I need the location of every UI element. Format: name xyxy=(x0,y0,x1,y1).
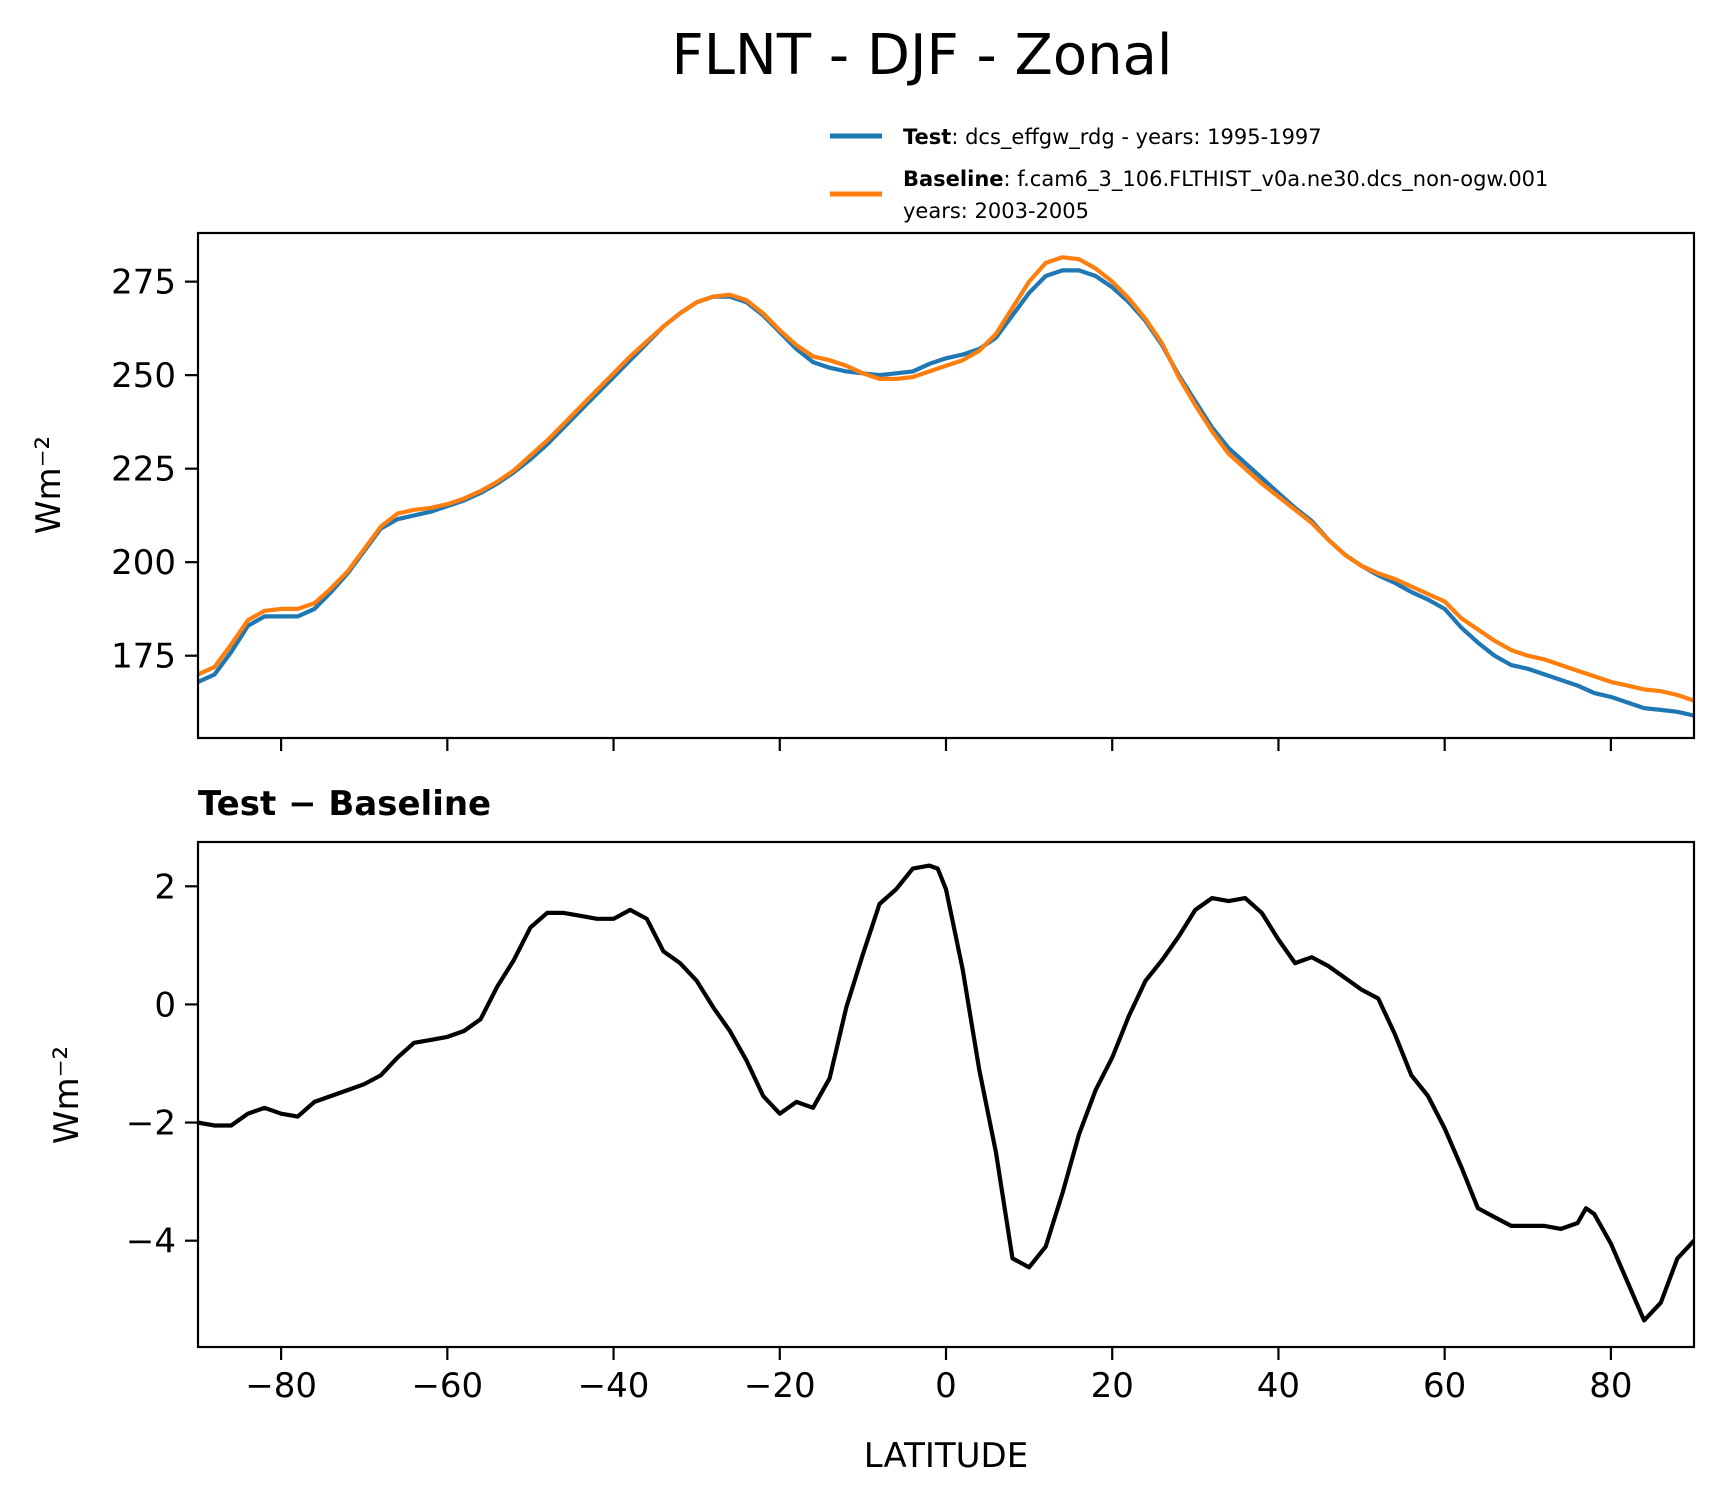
legend-test-text: : dcs_effgw_rdg - years: 1995-1997 xyxy=(951,125,1321,150)
bottom-x-tick-label: 40 xyxy=(1257,1366,1300,1406)
bottom-x-tick-label: 60 xyxy=(1423,1366,1466,1406)
legend-baseline-text: : f.cam6_3_106.FLTHIST_v0a.ne30.dcs_non-… xyxy=(1004,167,1549,192)
bottom-y-axis-label: Wm⁻² xyxy=(47,1046,87,1144)
bottom-x-tick-label: −60 xyxy=(411,1366,483,1406)
bottom-y-ticks: −4 −2 0 2 xyxy=(126,867,198,1262)
bottom-y-tick-label: 0 xyxy=(154,985,176,1025)
bottom-panel-title: Test − Baseline xyxy=(198,784,491,824)
top-series-baseline-line xyxy=(198,255,1694,703)
top-series-test-line xyxy=(198,268,1694,718)
legend-test-bold: Test xyxy=(903,125,951,149)
top-x-ticks xyxy=(280,738,1612,751)
figure-title: FLNT - DJF - Zonal xyxy=(672,23,1173,88)
bottom-x-tick-label: −80 xyxy=(245,1366,317,1406)
bottom-x-axis-label: LATITUDE xyxy=(864,1436,1028,1476)
top-y-tick-label: 250 xyxy=(111,356,176,396)
bottom-x-tick-label: −20 xyxy=(744,1366,816,1406)
bottom-axes-frame xyxy=(196,840,1696,1349)
top-y-tick-label: 200 xyxy=(111,543,176,583)
bottom-x-tick-label: 80 xyxy=(1589,1366,1632,1406)
top-y-axis-label: Wm⁻² xyxy=(29,436,69,534)
top-y-tick-label: 225 xyxy=(111,450,176,490)
top-axes-frame xyxy=(196,231,1696,740)
bottom-y-tick-label: −2 xyxy=(126,1104,176,1144)
bottom-series-group xyxy=(198,863,1694,1323)
bottom-series-difference-line xyxy=(198,863,1694,1323)
bottom-x-tick-label: −40 xyxy=(578,1366,650,1406)
legend-baseline-years: years: 2003-2005 xyxy=(903,199,1089,223)
top-panel: 175 200 225 250 275 Wm⁻² xyxy=(29,231,1696,751)
bottom-y-tick-label: −4 xyxy=(126,1222,176,1262)
legend-baseline-bold: Baseline xyxy=(903,167,1004,191)
bottom-x-tick-label: 20 xyxy=(1091,1366,1134,1406)
bottom-y-tick-label: 2 xyxy=(154,867,176,907)
top-y-ticks: 175 200 225 250 275 xyxy=(111,263,198,677)
bottom-x-ticks: −80 −60 −40 −20 0 20 40 60 80 xyxy=(245,1347,1633,1406)
top-series-group xyxy=(198,255,1694,718)
legend-test-label: Test: dcs_effgw_rdg - years: 1995-1997 xyxy=(903,125,1322,150)
legend-baseline-label: Baseline: f.cam6_3_106.FLTHIST_v0a.ne30.… xyxy=(903,167,1548,192)
bottom-x-tick-label: 0 xyxy=(935,1366,957,1406)
top-y-tick-label: 175 xyxy=(111,637,176,677)
top-y-tick-label: 275 xyxy=(111,263,176,303)
legend: Test: dcs_effgw_rdg - years: 1995-1997 B… xyxy=(830,125,1548,223)
bottom-panel: Test − Baseline −80 −60 −40 −20 0 20 40 60 80 −4… xyxy=(47,784,1696,1476)
